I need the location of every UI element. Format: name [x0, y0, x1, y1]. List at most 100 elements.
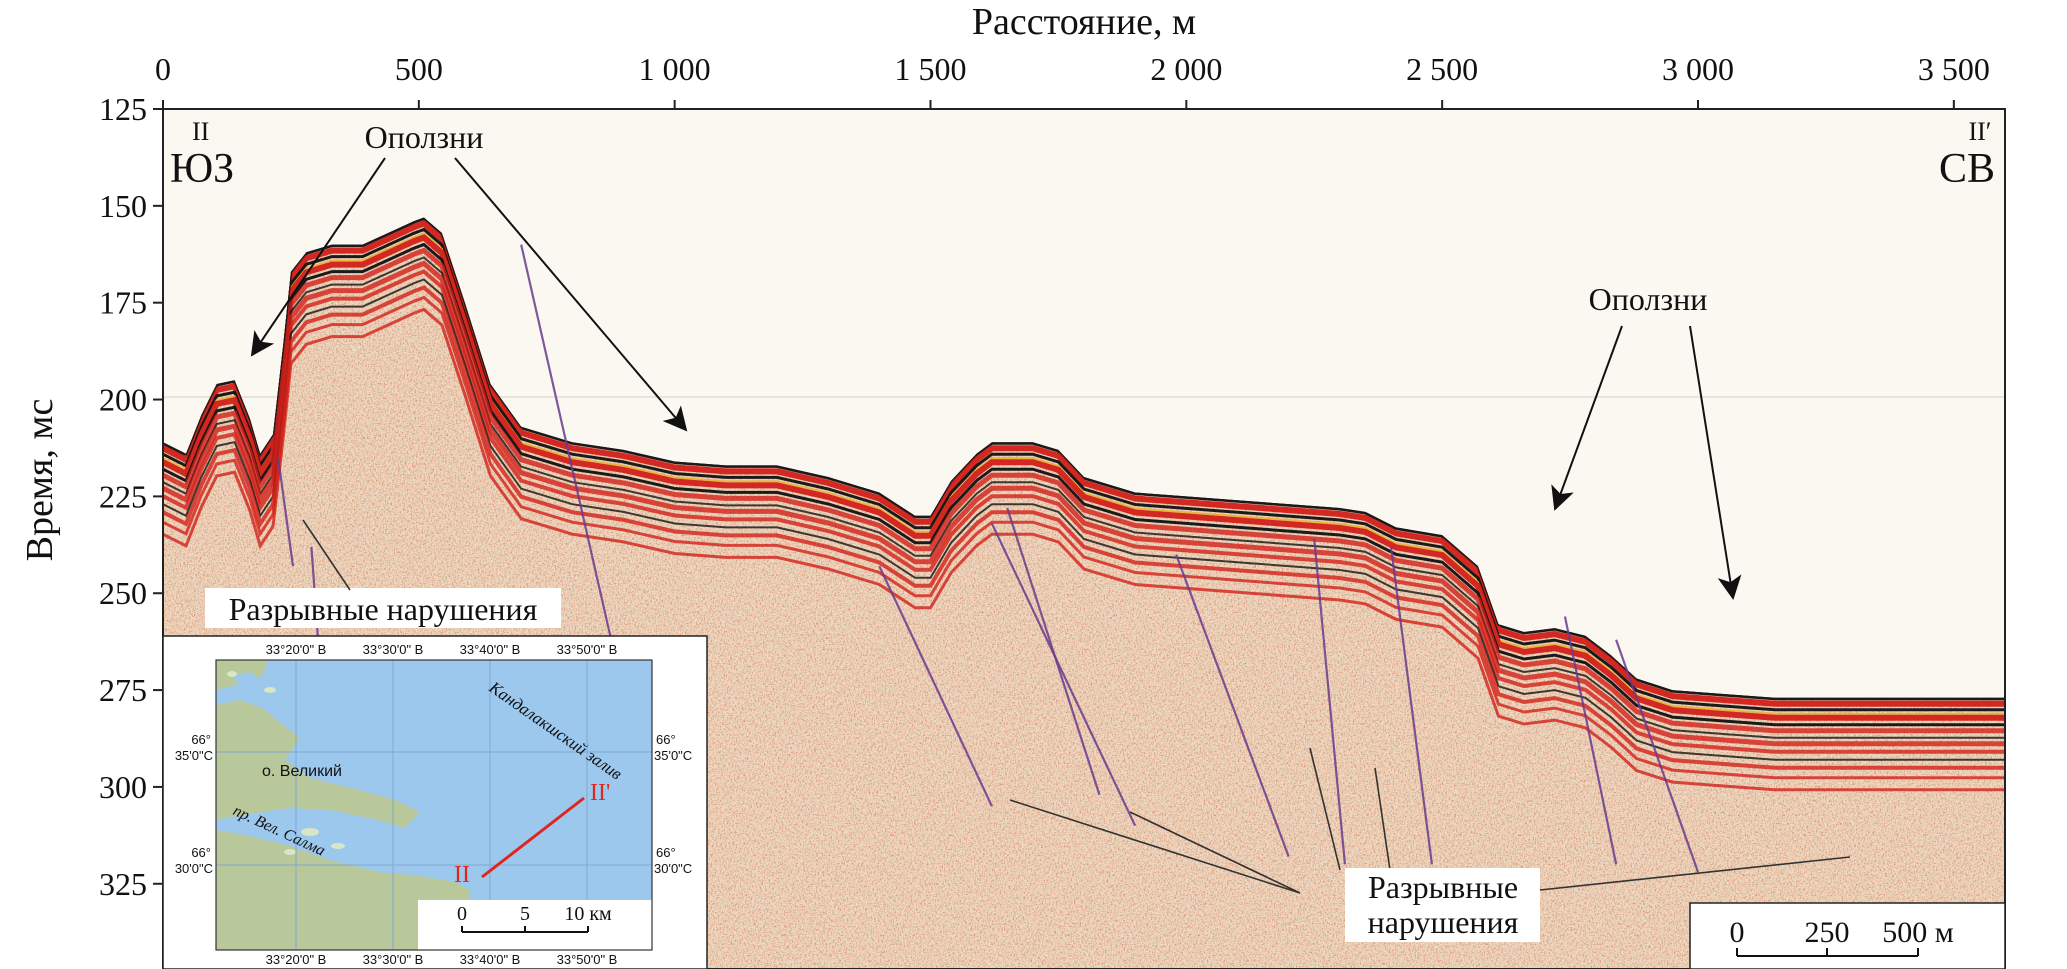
scalebar-label-250: 250: [1805, 916, 1850, 949]
reflector-band-8: [163, 260, 2005, 747]
fault-label-left: Разрывные нарушения: [229, 591, 538, 627]
map-lat-left-1-min: 35'0"С: [175, 748, 213, 763]
map-frame: [215, 659, 653, 951]
inset-map: 33°20'0" В 33°30'0" В 33°40'0" В 33°50'0…: [162, 635, 708, 969]
y-tick-label-6: 275: [99, 672, 147, 708]
x-tick-label-0: 0: [155, 51, 171, 87]
map-lat-right-1-deg: 66°: [656, 732, 676, 747]
x-tick-label-6: 3 000: [1662, 51, 1734, 87]
profile-end-direction: СВ: [1939, 146, 1995, 192]
reflector-band-2: [163, 227, 2005, 712]
x-tick-label-3: 1 500: [895, 51, 967, 87]
map-bottom-lon-1: 33°20'0" В: [266, 952, 327, 967]
fault-leader-5: [1539, 856, 1851, 891]
landslide-annotation-left: Оползни: [250, 119, 688, 432]
map-islet-5: [264, 687, 276, 693]
fault-leader-left: [302, 519, 351, 591]
fault-label-right-line1: Разрывные: [1368, 869, 1518, 905]
fault-line-4: [990, 523, 1137, 827]
fault-line-5: [1006, 507, 1101, 796]
fault-label-right-line2: нарушения: [1368, 904, 1519, 940]
fault-annotation-right: Разрывные нарушения: [1009, 747, 1851, 942]
map-islet-4: [227, 671, 237, 677]
scalebar: 0 250 500 м: [1689, 902, 2006, 969]
map-line-end-label: II': [590, 780, 610, 806]
map-mainland: [216, 830, 470, 950]
reflector-band-9: [163, 269, 2005, 754]
reflector-bands: [163, 217, 2005, 792]
reflector-band-10: [163, 278, 2005, 761]
profile-end-label: II′: [1968, 117, 1991, 146]
fault-leader-3: [1309, 747, 1341, 871]
fault-line-2: [520, 244, 625, 695]
x-tick-label-7: 3 500: [1918, 51, 1990, 87]
map-islet-2: [331, 843, 345, 849]
fault-line-7: [1313, 538, 1347, 865]
map-scale-label-0: 0: [457, 903, 467, 925]
landslide-arrow-4: [1689, 325, 1742, 600]
fault-line-9: [1563, 616, 1618, 865]
landslide-arrow-2: [454, 157, 688, 432]
reflector-band-4: [163, 234, 2005, 721]
map-bottom-lon-4: 33°50'0" В: [557, 952, 618, 967]
map-bottom-lon-3: 33°40'0" В: [460, 952, 521, 967]
y-tick-label-7: 300: [99, 769, 147, 805]
reflector-band-6: [163, 247, 2005, 734]
landslide-annotation-right: Оползни: [1551, 281, 1742, 600]
map-islet-1: [301, 828, 319, 836]
fault-line-0: [277, 457, 295, 567]
map-bottom-lon-2: 33°30'0" В: [363, 952, 424, 967]
x-tick-label-2: 1 000: [639, 51, 711, 87]
map-top-lon-3: 33°40'0" В: [460, 642, 521, 657]
map-lat-right-2-min: 30'0"С: [654, 861, 692, 876]
x-tick-label-4: 2 000: [1150, 51, 1222, 87]
y-tick-label-8: 325: [99, 866, 147, 902]
map-islet-3: [284, 849, 296, 855]
reflector-band-11: [163, 285, 2005, 770]
landslide-label-left: Оползни: [365, 119, 484, 155]
fault-line-3: [878, 565, 993, 807]
map-top-lon-2: 33°30'0" В: [363, 642, 424, 657]
fault-line-8: [1389, 546, 1434, 865]
y-axis-title: Время, мс: [19, 399, 61, 562]
y-axis: 125 150 175 200 225 250 275 300 325: [99, 91, 163, 902]
reflector-band-7: [163, 256, 2005, 739]
map-island-label: о. Великий: [262, 763, 342, 780]
map-scale-label-10: 10 км: [564, 903, 612, 925]
map-line-start-label: II: [454, 862, 470, 888]
fault-line-6: [1175, 554, 1290, 858]
y-tick-label-5: 250: [99, 575, 147, 611]
y-tick-label-2: 175: [99, 285, 147, 321]
reflector-band-1: [163, 220, 2005, 707]
map-top-lon-4: 33°50'0" В: [557, 642, 618, 657]
x-axis: 0 500 1 000 1 500 2 000 2 500 3 000 3 500: [155, 51, 1990, 109]
scalebar-box: [1689, 902, 2006, 969]
reflector-band-5: [163, 242, 2005, 727]
fault-label-left-bg: [205, 588, 561, 628]
map-top-lon-1: 33°20'0" В: [266, 642, 327, 657]
fault-leader-1: [1009, 799, 1301, 894]
reflector-band-12: [163, 295, 2005, 780]
map-profile-line: [481, 796, 585, 879]
plot-frame: [162, 108, 2006, 969]
map-lat-right-1-min: 35'0"С: [654, 748, 692, 763]
x-tick-label-1: 500: [395, 51, 443, 87]
fault-leader-2: [1129, 811, 1301, 894]
fault-leader-4: [1374, 767, 1391, 871]
map-island-velikiy: [216, 700, 420, 828]
landslide-arrow-1: [250, 157, 386, 357]
map-lat-left-1-deg: 66°: [191, 732, 211, 747]
reflector-band-13: [163, 307, 2005, 792]
fault-label-right-bg: [1345, 868, 1540, 942]
x-axis-title: Расстояние, м: [972, 1, 1196, 43]
seafloor-reflector: [163, 217, 2005, 700]
profile-start-label: II: [192, 117, 209, 146]
landslide-label-right: Оползни: [1589, 281, 1708, 317]
y-tick-label-0: 125: [99, 91, 147, 127]
map-inlet: [232, 672, 258, 686]
fault-annotation-left: Разрывные нарушения: [205, 519, 561, 628]
y-tick-label-1: 150: [99, 188, 147, 224]
map-lat-left-2-deg: 66°: [191, 845, 211, 860]
x-tick-label-5: 2 500: [1406, 51, 1478, 87]
